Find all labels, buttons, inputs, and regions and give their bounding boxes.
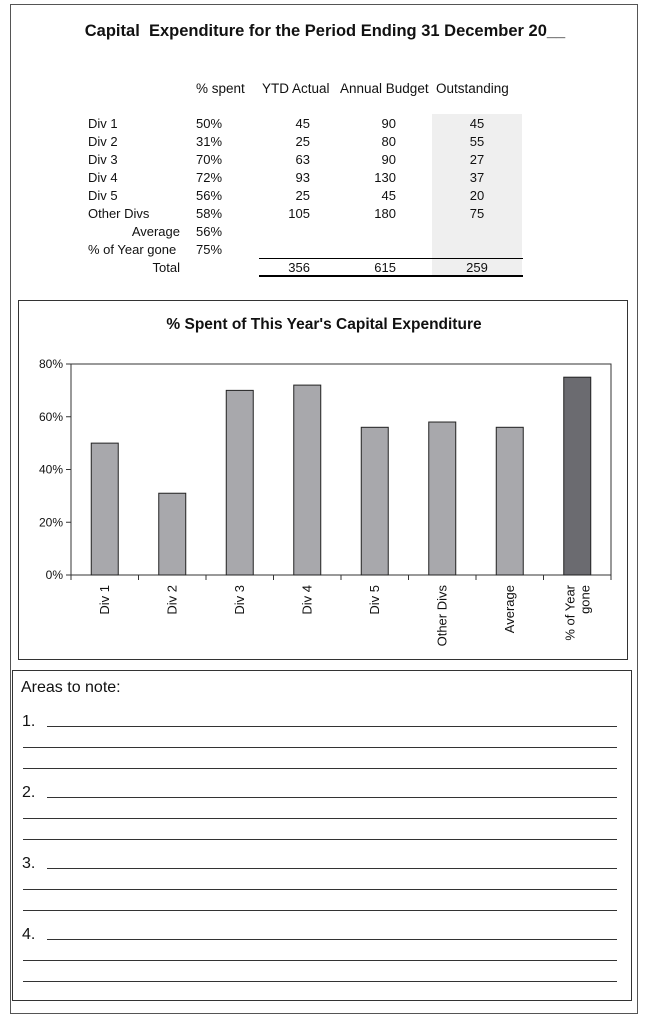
bar-other-divs	[428, 421, 457, 576]
total-outstanding: 259	[466, 260, 488, 275]
bar--of-year-gone	[563, 376, 592, 576]
row-pct-spent: 50%	[196, 116, 223, 131]
note-write-line[interactable]	[23, 839, 617, 840]
bar-chart: % Spent of This Year's Capital Expenditu…	[39, 316, 612, 647]
row-pct-spent: 58%	[196, 206, 223, 221]
row-outstanding: 20	[469, 188, 485, 203]
note-write-line[interactable]	[23, 747, 617, 748]
row-pct-spent: 31%	[196, 134, 223, 149]
row-outstanding: 45	[469, 116, 485, 131]
row-annual-budget: 130	[374, 170, 396, 185]
x-tick-label: Div 5	[367, 585, 382, 615]
year-gone-pct: 75%	[196, 242, 223, 257]
chart-title: % Spent of This Year's Capital Expenditu…	[166, 316, 482, 333]
y-tick-label: 20%	[39, 515, 63, 529]
header-ytd-actual: YTD Actual	[262, 81, 330, 96]
row-label: Div 5	[88, 188, 118, 203]
bar-div-4	[293, 384, 322, 576]
row-label: Div 3	[88, 152, 118, 167]
y-tick-label: 0%	[46, 568, 64, 582]
row-label: Div 1	[88, 116, 118, 131]
outstanding-column-shading	[432, 114, 522, 277]
bar-div-5	[360, 426, 389, 576]
note-write-line[interactable]	[23, 768, 617, 769]
row-outstanding: 55	[469, 134, 485, 149]
total-annual-budget: 615	[374, 260, 396, 275]
note-write-line[interactable]	[47, 797, 617, 798]
header-annual-budget: Annual Budget	[340, 81, 429, 96]
note-write-line[interactable]	[23, 960, 617, 961]
header-outstanding: Outstanding	[436, 81, 509, 96]
note-write-line[interactable]	[23, 981, 617, 982]
row-outstanding: 75	[469, 206, 485, 221]
row-outstanding: 27	[469, 152, 485, 167]
row-annual-budget: 80	[381, 134, 396, 149]
x-tick-label: Average	[502, 585, 517, 633]
plot-area	[70, 363, 612, 576]
row-annual-budget: 90	[381, 116, 396, 131]
page-title: Capital Expenditure for the Period Endin…	[84, 22, 566, 40]
bar-div-1	[90, 442, 119, 576]
x-tick-label: Div 1	[97, 585, 112, 615]
chart-frame: % Spent of This Year's Capital Expenditu…	[18, 300, 628, 660]
row-annual-budget: 90	[381, 152, 396, 167]
header-pct-spent: % spent	[196, 81, 245, 96]
x-tick-label: Div 3	[232, 585, 247, 615]
total-label: Total	[152, 260, 180, 275]
total-ytd-actual: 356	[288, 260, 310, 275]
bar-div-3	[225, 389, 254, 576]
note-write-line[interactable]	[47, 868, 617, 869]
x-tick-label: Other Divs	[434, 585, 449, 647]
note-number: 1.	[22, 713, 36, 730]
row-pct-spent: 72%	[196, 170, 223, 185]
notes-box: Areas to note: 1. 2. 3. 4.	[12, 670, 632, 1001]
row-ytd-actual: 45	[295, 116, 310, 131]
bar-average	[495, 426, 524, 576]
row-annual-budget: 180	[374, 206, 396, 221]
row-annual-budget: 45	[381, 188, 396, 203]
note-write-line[interactable]	[23, 889, 617, 890]
y-tick-label: 60%	[39, 410, 63, 424]
x-tick-label: Div 4	[299, 585, 314, 615]
note-write-line[interactable]	[47, 939, 617, 940]
row-label: Other Divs	[88, 206, 150, 221]
row-ytd-actual: 93	[295, 170, 310, 185]
row-ytd-actual: 105	[288, 206, 310, 221]
row-ytd-actual: 63	[295, 152, 310, 167]
row-label: Div 4	[88, 170, 118, 185]
year-gone-label: % of Year gone	[88, 242, 177, 257]
row-label: Div 2	[88, 134, 118, 149]
row-pct-spent: 70%	[196, 152, 223, 167]
total-rule-top	[259, 258, 523, 259]
average-pct: 56%	[196, 224, 223, 239]
notes-title: Areas to note:	[21, 679, 121, 696]
total-rule-bottom	[259, 275, 523, 277]
row-outstanding: 37	[469, 170, 485, 185]
bar-div-2	[158, 492, 187, 576]
x-tick-label: % of Yeargone	[562, 584, 592, 640]
row-pct-spent: 56%	[196, 188, 223, 203]
note-number: 4.	[22, 926, 36, 943]
note-write-line[interactable]	[47, 726, 617, 727]
row-ytd-actual: 25	[295, 134, 310, 149]
y-tick-label: 80%	[39, 357, 63, 371]
average-label: Average	[131, 224, 180, 239]
note-number: 3.	[22, 855, 36, 872]
row-ytd-actual: 25	[295, 188, 310, 203]
note-number: 2.	[22, 784, 36, 801]
y-tick-label: 40%	[39, 463, 63, 477]
note-write-line[interactable]	[23, 910, 617, 911]
page-border	[10, 4, 638, 1014]
x-tick-label: Div 2	[164, 585, 179, 615]
note-write-line[interactable]	[23, 818, 617, 819]
